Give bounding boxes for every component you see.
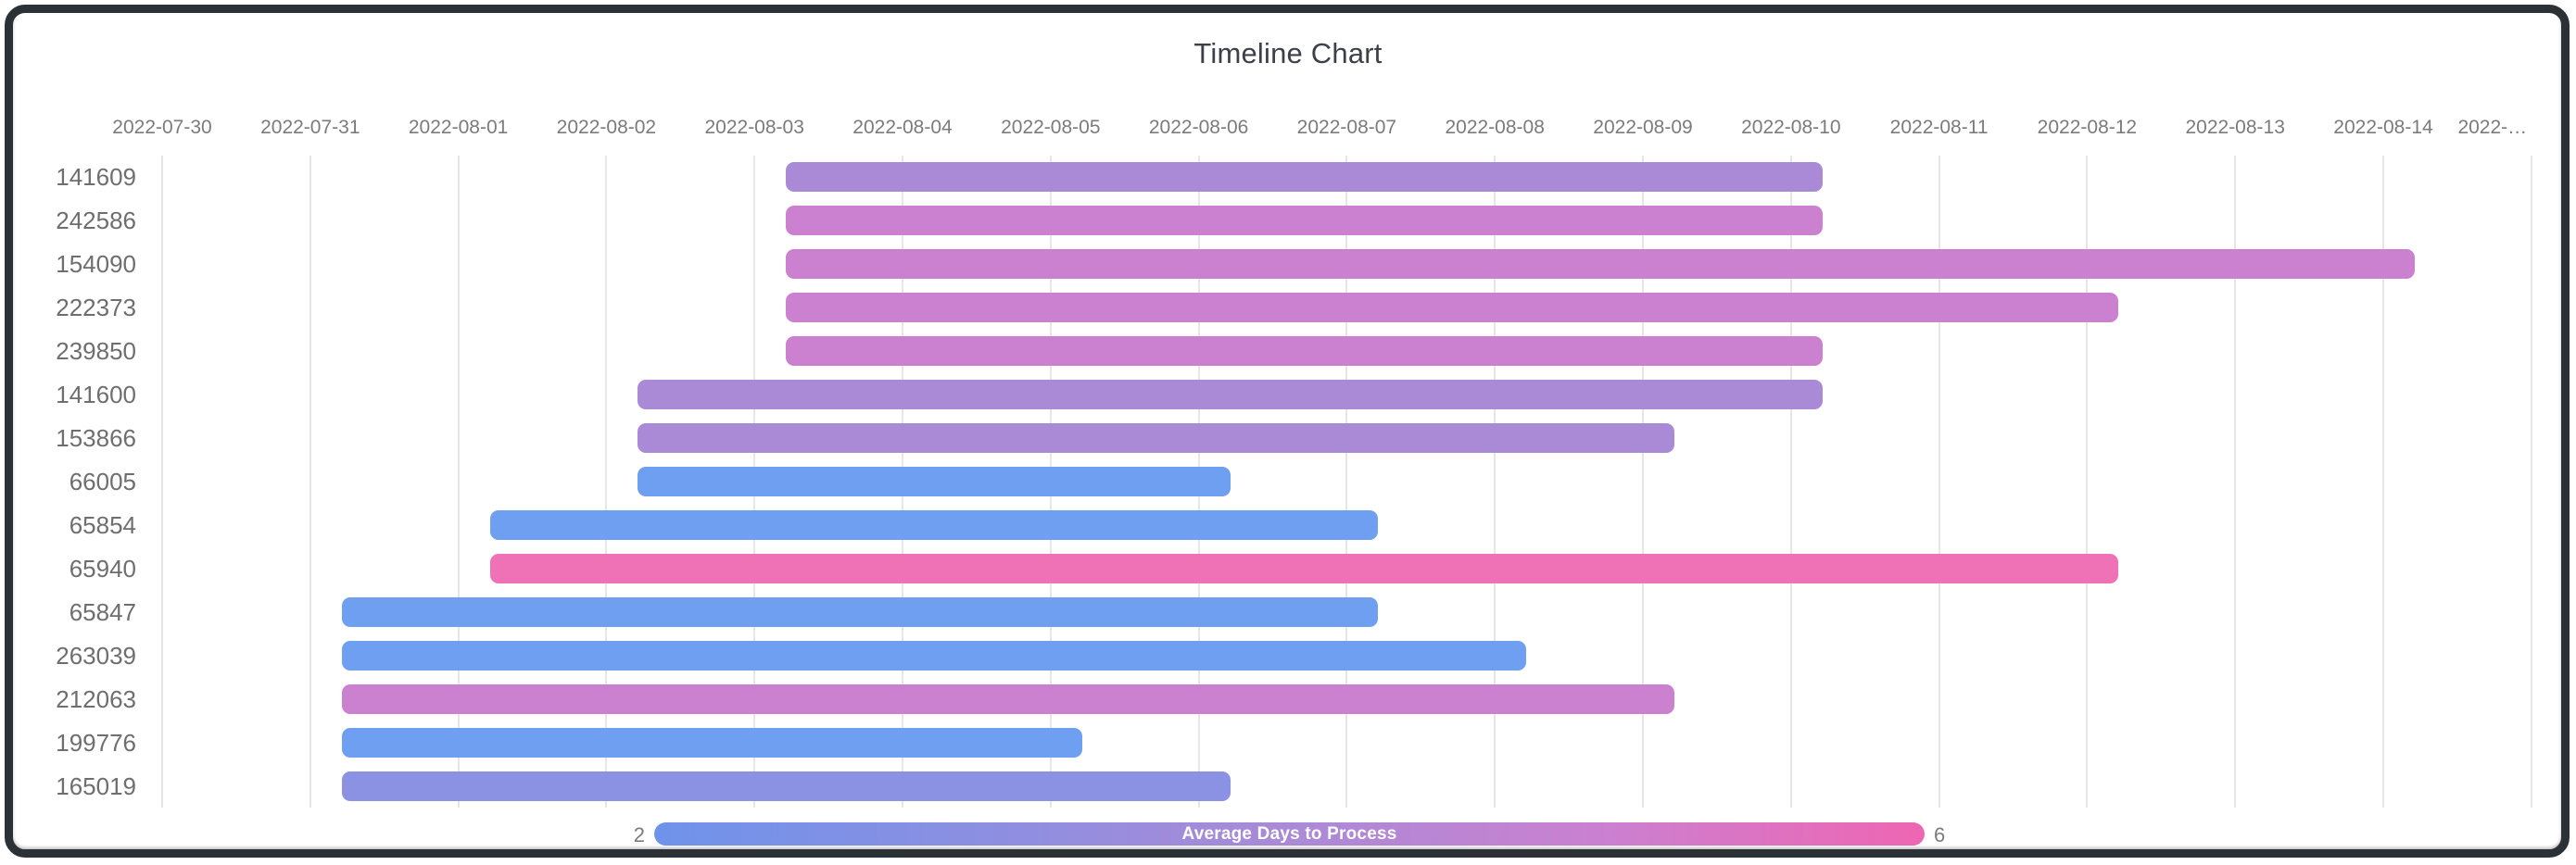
timeline-bar[interactable] [341,641,1527,671]
x-tick-label: 2022-08-08 [1445,117,1545,138]
gridline [2530,156,2532,808]
timeline-bar[interactable] [341,728,1082,758]
gridline [2382,156,2384,808]
timeline-bar[interactable] [638,423,1674,453]
timeline-bar[interactable] [489,554,2119,583]
gridline [2086,156,2089,808]
timeline-bar[interactable] [638,467,1231,496]
y-axis-label: 263039 [56,642,136,670]
x-tick-label: 2022-08-10 [1741,117,1841,138]
y-axis-label: 66005 [69,468,136,495]
x-tick-label: 2022-07-30 [112,117,212,138]
y-axis-label: 199776 [56,729,136,757]
x-tick-label: 2022-… [2457,117,2528,138]
x-tick-label: 2022-08-05 [1001,117,1101,138]
y-axis-label: 212063 [56,685,136,713]
gridline [1642,156,1644,808]
y-axis-label: 65847 [69,598,136,626]
y-axis-label: 153866 [56,424,136,452]
x-tick-label: 2022-08-03 [704,117,804,138]
x-tick-label: 2022-08-07 [1296,117,1397,138]
x-tick-label: 2022-08-04 [852,117,953,138]
x-tick-label: 2022-08-01 [408,117,509,138]
y-axis-label: 222373 [56,294,136,321]
x-tick-label: 2022-08-13 [2185,117,2285,138]
timeline-bar[interactable] [489,510,1379,540]
gridline [161,156,163,808]
gridline [2234,156,2237,808]
y-axis-label: 239850 [56,337,136,365]
timeline-bar[interactable] [786,336,1823,366]
x-tick-label: 2022-08-02 [556,117,657,138]
timeline-bar[interactable] [341,597,1379,627]
gridline [605,156,608,808]
y-axis-label: 242586 [56,207,136,234]
timeline-bar[interactable] [786,293,2119,322]
y-axis-label: 165019 [56,772,136,800]
legend-min-label: 2 [633,823,645,846]
x-tick-label: 2022-08-14 [2333,117,2433,138]
y-axis-label: 65854 [69,511,136,539]
y-axis-label: 154090 [56,250,136,278]
x-tick-label: 2022-08-09 [1593,117,1693,138]
timeline-bar[interactable] [341,771,1231,801]
timeline-bar[interactable] [786,249,2415,279]
x-tick-label: 2022-08-11 [1889,117,1989,138]
gridline [309,156,311,808]
timeline-bar[interactable] [638,380,1823,409]
x-tick-label: 2022-07-31 [260,117,360,138]
x-tick-label: 2022-08-12 [2037,117,2138,138]
chart-title: Timeline Chart [1193,37,1383,69]
gridline [1494,156,1496,808]
timeline-bar[interactable] [786,206,1823,235]
x-tick-label: 2022-08-06 [1148,117,1249,138]
y-axis-label: 141600 [56,381,136,408]
legend-max-label: 6 [1934,823,1946,846]
legend-gradient-bar: Average Days to Process [654,822,1925,846]
gridline [1938,156,1940,808]
y-axis-label: 65940 [69,555,136,583]
gridline [1789,156,1792,808]
gridline [457,156,460,808]
timeline-bar[interactable] [786,162,1823,192]
y-axis-label: 141609 [56,163,136,191]
gridline [1345,156,1348,808]
legend-title: Average Days to Process [1181,824,1397,844]
timeline-bar[interactable] [341,684,1674,714]
